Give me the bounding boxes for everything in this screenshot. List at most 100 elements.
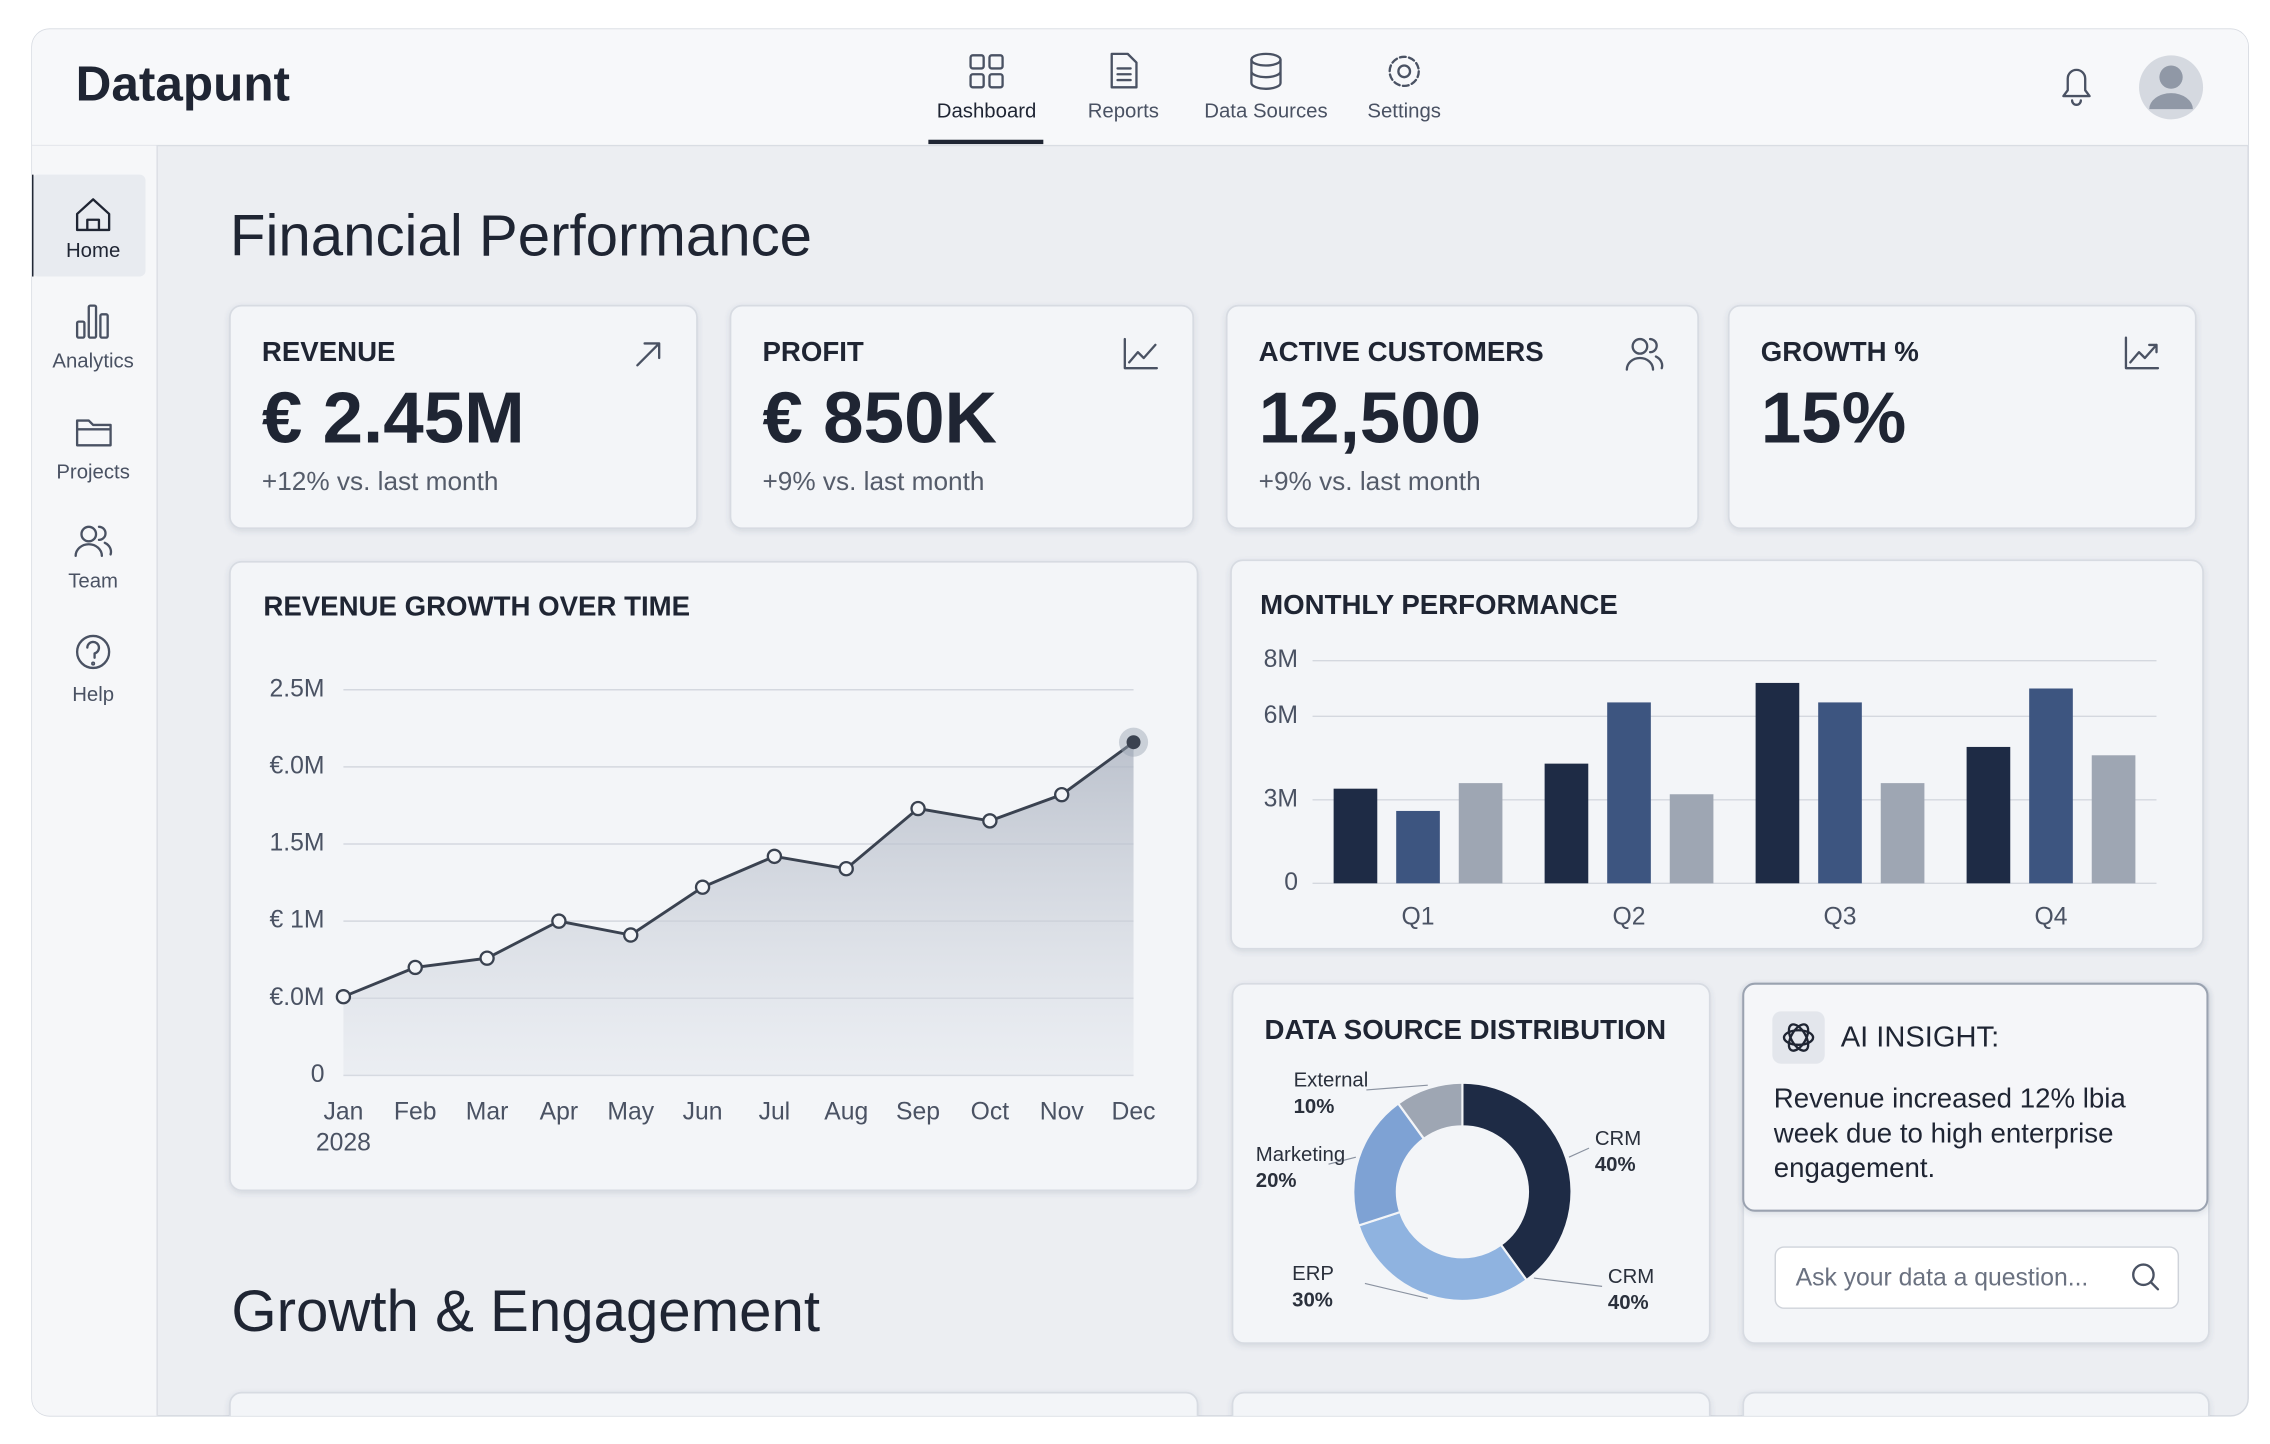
growth-icon bbox=[2124, 336, 2160, 370]
kpi-card bbox=[729, 304, 1195, 530]
kpi-value: € 850K bbox=[762, 378, 997, 459]
x-tick-label: Q1 bbox=[1402, 904, 1435, 931]
nav-label[interactable]: Dashboard bbox=[937, 100, 1037, 122]
bar bbox=[1544, 763, 1589, 884]
nav-item[interactable]: Dashboard bbox=[937, 54, 1037, 122]
kpi-card bbox=[1727, 304, 2197, 530]
chart-title: REVENUE GROWTH OVER TIME bbox=[263, 591, 690, 622]
leader-line bbox=[1533, 1277, 1603, 1287]
side-label[interactable]: Team bbox=[68, 570, 118, 592]
kpi-change: +12% vs. last month bbox=[262, 466, 499, 496]
settings-icon bbox=[1388, 55, 1420, 88]
ai-insight-text: Revenue increased 12% lbia week due to h… bbox=[1773, 1084, 2126, 1185]
slice bbox=[1357, 1210, 1529, 1303]
y-tick-label: 6M bbox=[1264, 702, 1298, 729]
y-tick-label: 0 bbox=[1284, 869, 1298, 896]
slice bbox=[1396, 1081, 1464, 1141]
callout-value: 40% bbox=[1608, 1292, 1649, 1314]
y-tick-label: 3M bbox=[1264, 785, 1298, 812]
callout-label: Marketing bbox=[1256, 1144, 1345, 1166]
nav-active-underline bbox=[928, 139, 1044, 145]
bar bbox=[1755, 682, 1800, 884]
search-placeholder: Ask your data a question... bbox=[1796, 1265, 2089, 1292]
side-item[interactable]: Team bbox=[68, 525, 118, 593]
sidebar-active-bar bbox=[32, 174, 34, 277]
callout-label: ERP bbox=[1292, 1263, 1334, 1285]
side-label[interactable]: Projects bbox=[56, 461, 130, 483]
window-content: Datapunt Dashboard Reports Data Sources … bbox=[32, 29, 2249, 1416]
bar bbox=[1669, 794, 1714, 884]
search-input[interactable] bbox=[1774, 1246, 2180, 1309]
x-tick-label: Q4 bbox=[2035, 904, 2068, 931]
dynamic-layer: REVENUE € 2.45M +12% vs. last month PROFIT €… bbox=[229, 304, 2204, 1344]
kpi-label: PROFIT bbox=[762, 336, 863, 367]
side-label[interactable]: Home bbox=[66, 240, 120, 262]
data-sources-icon bbox=[1250, 52, 1282, 90]
point bbox=[694, 879, 711, 895]
analytics-icon bbox=[75, 304, 109, 339]
sidebar bbox=[32, 145, 158, 1416]
ai-insight-card bbox=[1742, 982, 2209, 1212]
point bbox=[1054, 786, 1070, 803]
sidebar-nav: Home Analytics Projects Team Help bbox=[52, 198, 134, 706]
kpi-change: +9% vs. last month bbox=[762, 466, 984, 496]
point bbox=[982, 813, 998, 829]
home-icon bbox=[75, 198, 111, 232]
nav-item[interactable]: Data Sources bbox=[1204, 52, 1328, 123]
leader-line bbox=[1364, 1282, 1428, 1299]
kpi-change: +9% vs. last month bbox=[1259, 466, 1481, 496]
bar bbox=[1607, 702, 1651, 884]
side-label[interactable]: Help bbox=[72, 684, 114, 706]
header-bar bbox=[32, 29, 2249, 146]
callout-label: CRM bbox=[1608, 1266, 1654, 1288]
callout-value: 40% bbox=[1595, 1154, 1636, 1176]
ai-insight-body: Revenue increased 12% lbia week due to h… bbox=[1773, 1084, 2126, 1185]
search-icon[interactable] bbox=[2132, 1263, 2160, 1291]
nav-label[interactable]: Settings bbox=[1367, 100, 1441, 122]
callout-label: External bbox=[1294, 1070, 1369, 1092]
leader-line bbox=[1568, 1147, 1590, 1158]
side-item[interactable]: Home bbox=[66, 198, 120, 262]
y-tick-label: 1.5M bbox=[270, 830, 325, 857]
x-tick-label: Mar bbox=[466, 1099, 509, 1126]
side-label[interactable]: Analytics bbox=[52, 351, 133, 373]
partial-card bbox=[1742, 1391, 2210, 1416]
top-nav: Dashboard Reports Data Sources Settings bbox=[928, 52, 1441, 145]
point bbox=[1126, 735, 1141, 750]
x-tick-label: May bbox=[607, 1099, 654, 1126]
search-box[interactable]: Ask your data a question... bbox=[1774, 1246, 2180, 1309]
side-item[interactable]: Analytics bbox=[52, 304, 134, 373]
nav-label[interactable]: Reports bbox=[1088, 100, 1159, 122]
projects-icon bbox=[75, 419, 112, 447]
kpi-value: 15% bbox=[1761, 378, 1907, 459]
kpi-value: € 2.45M bbox=[262, 378, 525, 459]
user-avatar[interactable] bbox=[2139, 55, 2204, 120]
side-item[interactable]: Projects bbox=[56, 419, 130, 484]
leader-line bbox=[1366, 1084, 1428, 1091]
notifications-bell[interactable] bbox=[2062, 68, 2091, 106]
reports-icon bbox=[1110, 52, 1138, 89]
x-tick-label: Feb bbox=[394, 1099, 437, 1126]
profit-icon bbox=[1123, 337, 1158, 370]
bar bbox=[1818, 702, 1862, 884]
bar bbox=[1333, 788, 1378, 884]
bar bbox=[1880, 783, 1925, 884]
kpi-label: REVENUE bbox=[262, 336, 396, 367]
point bbox=[407, 959, 423, 976]
ai-icon-knot bbox=[1782, 1023, 1815, 1052]
y-tick-label: 2.5M bbox=[270, 675, 325, 702]
nav-item[interactable]: Settings bbox=[1367, 55, 1441, 123]
x-tick-label: Aug bbox=[824, 1099, 868, 1126]
avatar-body bbox=[2149, 93, 2193, 110]
kpi-value: 12,500 bbox=[1259, 378, 1482, 459]
nav-item[interactable]: Reports bbox=[1088, 52, 1159, 123]
nav-label[interactable]: Data Sources bbox=[1204, 100, 1327, 122]
x-tick-label: Jan bbox=[323, 1099, 363, 1126]
x-tick-label: Sep bbox=[896, 1099, 940, 1126]
x-tick-label: Jul bbox=[759, 1099, 791, 1126]
bar bbox=[2091, 755, 2136, 884]
kpi-label: GROWTH % bbox=[1761, 336, 1919, 367]
side-item[interactable]: Help bbox=[72, 634, 114, 706]
